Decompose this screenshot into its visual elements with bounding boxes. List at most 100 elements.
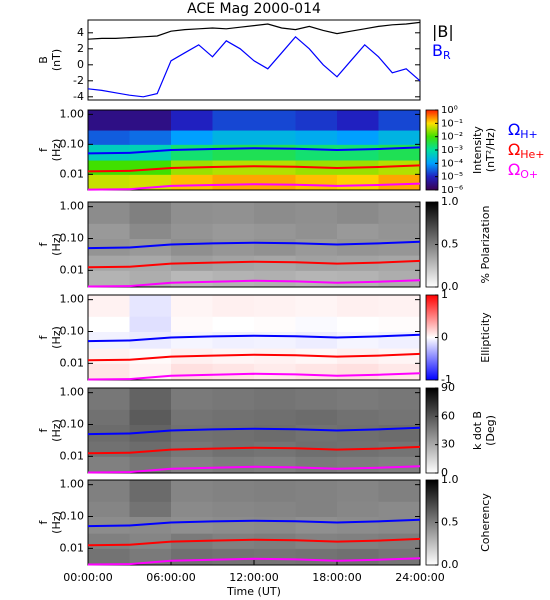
heatmap-cell [378,130,421,145]
heatmap-cell [129,516,172,534]
heatmap-cell [295,424,338,442]
heatmap-cell [171,110,213,131]
heatmap-cell [88,348,130,364]
heatmap-cell [254,270,296,288]
heatmap-cell [171,223,213,240]
series-line [87,372,421,381]
y-tick-label: 1.00 [60,200,85,213]
heatmap-cell [129,255,172,271]
heatmap-cell [254,223,296,240]
heatmap-cell [254,174,296,191]
heatmap-cell [129,348,172,364]
heatmap-cell [212,110,255,131]
heatmap-cell [88,480,130,502]
y-tick-label: 0.10 [60,232,85,245]
heatmap-cell [212,202,255,224]
colorbar-tick-label: 0.0 [441,558,459,571]
heatmap-cell [337,144,379,161]
heatmap-cell [171,202,213,224]
heatmap-cell [337,202,379,224]
heatmap-cell [337,174,379,191]
heatmap-cell [295,409,338,426]
y-tick-label: 1.00 [60,386,85,399]
colorbar-tick-label: 0.0 [441,280,459,293]
heatmap-cell [88,223,130,240]
y-tick-label: 0.10 [60,325,85,338]
heatmap-cell [129,202,172,224]
heatmap-cell [254,501,296,518]
series-line [87,240,421,250]
colorbar-tick-label: 10⁻³ [441,145,463,156]
chart-title: ACE Mag 2000-014 [187,1,321,17]
heatmap-cell [337,409,379,426]
heatmap-cell [88,174,130,191]
colorbar-label: Coherency [479,493,492,552]
legend-subscript: H+ [520,128,538,141]
heatmap-cell [378,348,421,364]
series-line [87,557,421,566]
series-line [87,259,421,269]
heatmap-cell [337,388,379,410]
heatmap-cell [212,130,255,145]
series-line [87,182,421,191]
heatmap-cell [212,501,255,518]
y-axis-label: (Hz) [50,326,63,349]
heatmap-cell [171,363,213,381]
series-line [87,146,421,155]
heatmap-cell [254,409,296,426]
heatmap-cell [337,238,379,256]
colorbar-label: Ellipticity [479,312,492,363]
colorbar-label: % Polarization [479,206,492,284]
y-tick-label: 2 [77,42,84,55]
heatmap-cell [171,480,213,502]
heatmap-cell [88,270,130,288]
heatmap-cell [378,480,421,502]
x-tick-label: 24:00:00 [395,571,444,584]
heatmap-cell [337,270,379,288]
heatmap-cell [378,202,421,224]
heatmap-cell [88,110,130,131]
heatmap-cell [378,533,421,549]
y-axis-label: f [37,241,50,246]
heatmap-cell [254,316,296,333]
y-tick-label: 0 [77,58,84,71]
legend-subscript: O+ [520,168,538,181]
heatmap-cell [171,388,213,410]
colorbar-tick-label: 1.0 [441,195,459,208]
heatmap-cell [88,295,130,317]
heatmap-cell [337,130,379,145]
heatmap-cell [171,548,213,566]
colorbar-label: (Deg) [484,415,497,446]
legend-entry: BR [432,41,451,63]
heatmap-cell [378,388,421,410]
heatmap-cell [88,409,130,426]
heatmap-cell [212,174,255,191]
heatmap-cell [129,295,172,317]
heatmap-cell [295,548,338,566]
series-line [87,333,421,343]
heatmap-cell [212,238,255,256]
heatmap-cell [88,202,130,224]
heatmap-cell [212,223,255,240]
heatmap-cell [171,295,213,317]
heatmap-cell [254,388,296,410]
legend-subscript: He+ [520,148,544,161]
heatmap-cell [129,223,172,240]
heatmap-cell [254,456,296,474]
heatmap-cell [295,202,338,224]
heatmap-cell [88,456,130,474]
y-tick-label: 4 [77,26,84,39]
y-axis-label: (nT) [50,49,63,71]
heatmap-cell [88,160,130,175]
heatmap-cell [212,409,255,426]
colorbar-tick-label: 0 [441,331,448,344]
heatmap-cell [129,480,172,502]
series-line [87,465,421,474]
heatmap-cell [295,223,338,240]
plot-frame [87,294,421,381]
heatmap-cell [171,238,213,256]
y-tick-label: -2 [73,74,84,87]
heatmap-cell [129,424,172,442]
colorbar-tick-label: 10⁻⁶ [441,185,463,196]
y-tick-label: 1.00 [60,107,85,120]
